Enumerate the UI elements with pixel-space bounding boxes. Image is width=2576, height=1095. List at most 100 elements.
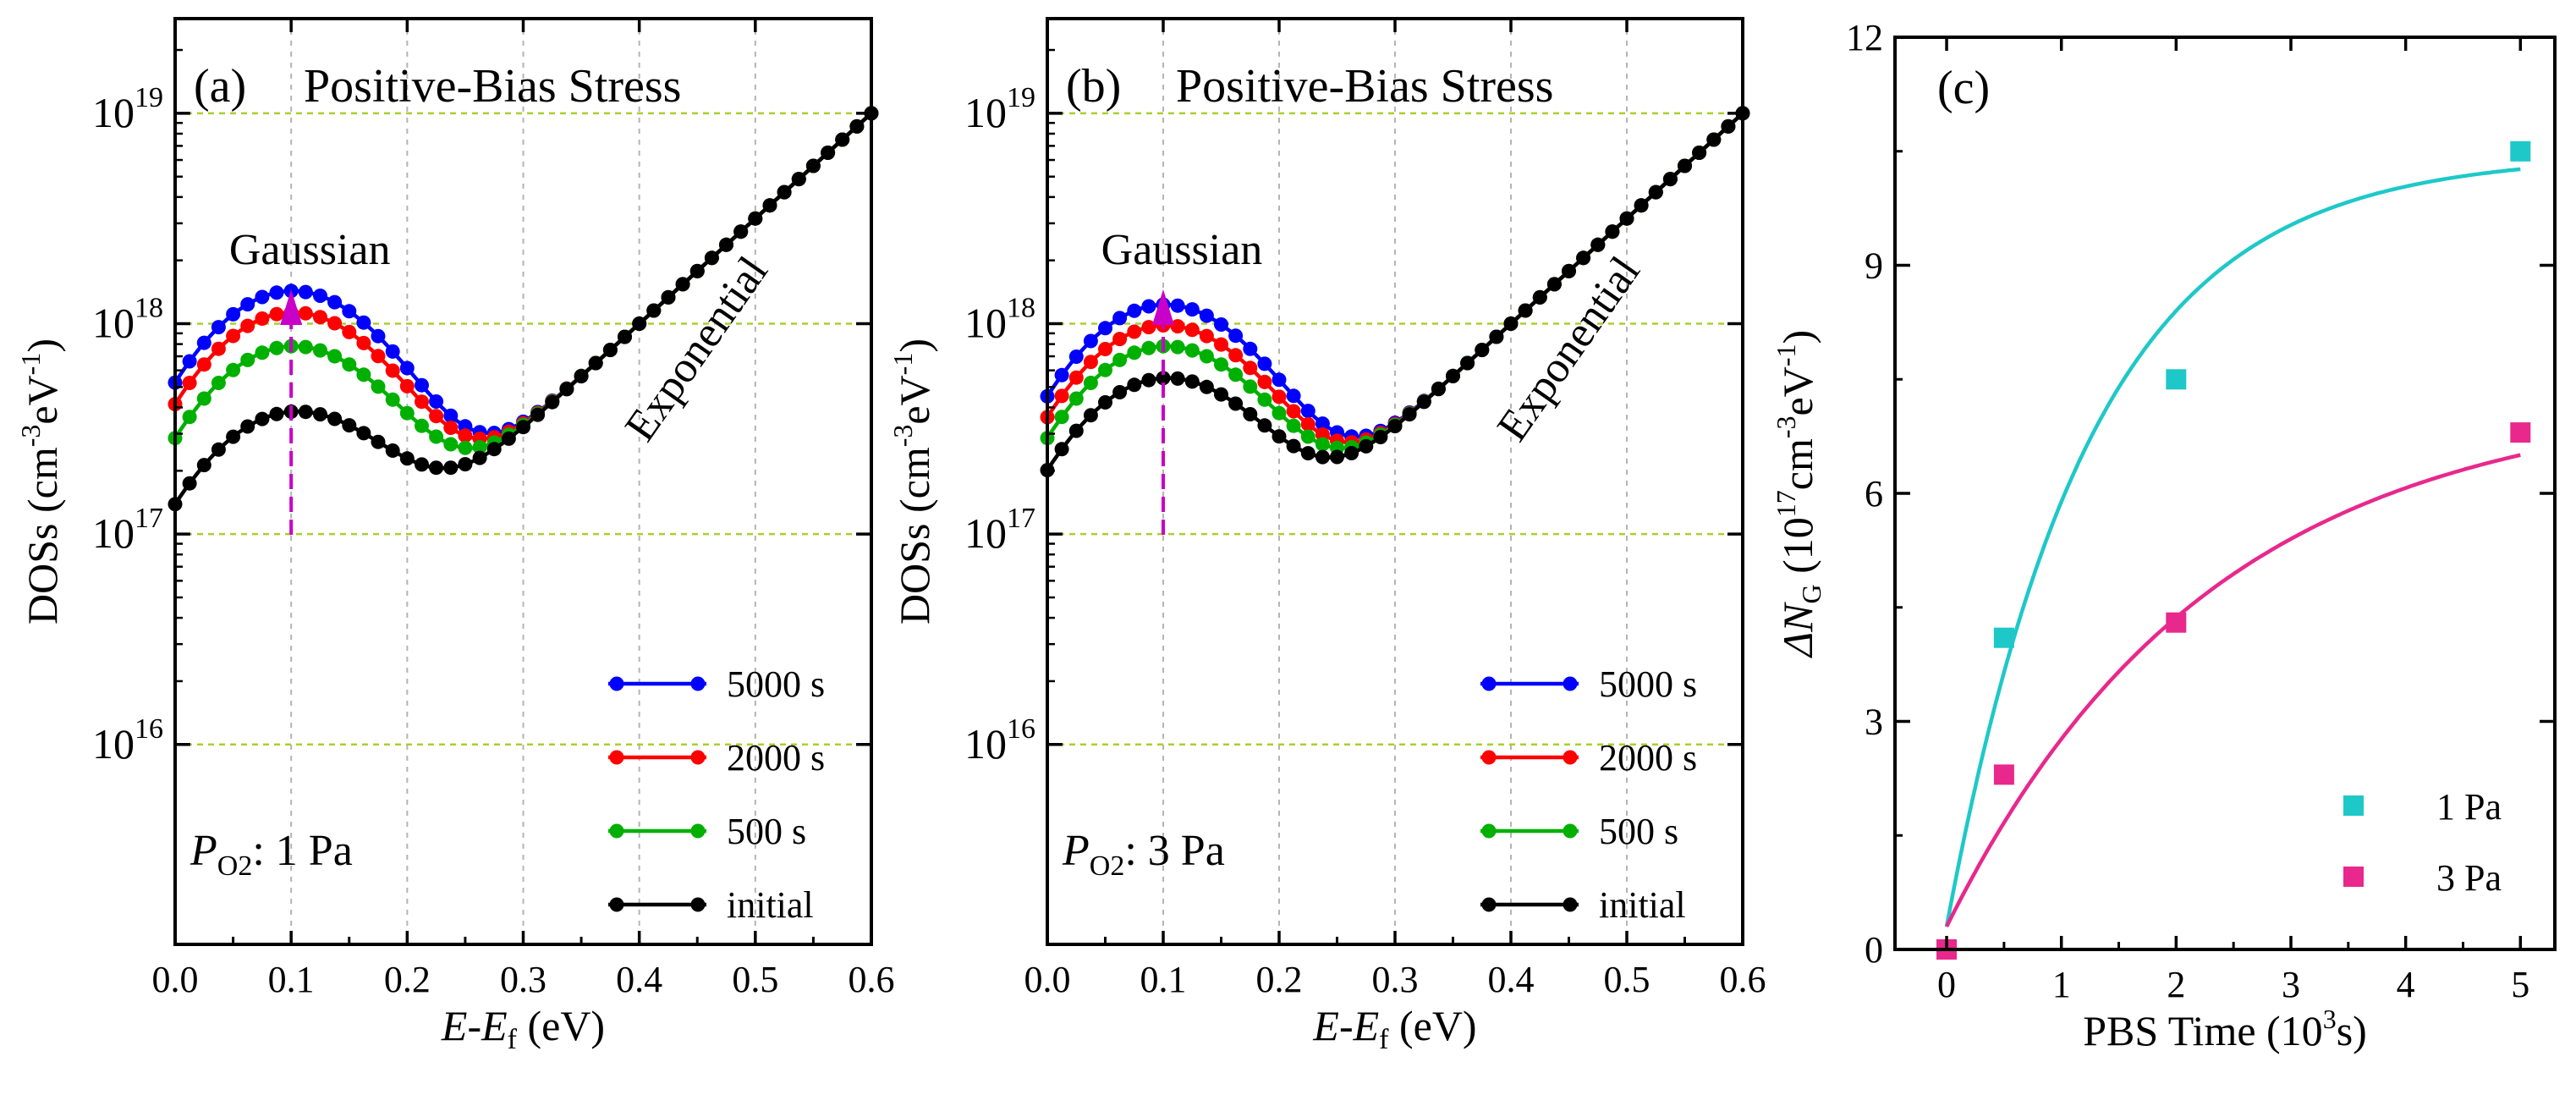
data-point	[226, 328, 241, 344]
data-point	[1272, 372, 1287, 388]
x-tick-label: 5	[2511, 964, 2529, 1005]
panel-label: (c)	[1937, 62, 1990, 114]
data-point	[1446, 369, 1460, 383]
data-point	[255, 345, 270, 360]
panel-title: Positive-Bias Stress	[1176, 60, 1553, 113]
data-point	[211, 320, 226, 335]
data-point	[1590, 237, 1606, 252]
data-point	[1141, 340, 1156, 355]
data-point	[443, 460, 459, 476]
data-point	[1156, 371, 1171, 386]
gaussian-label: Gaussian	[1101, 226, 1263, 274]
data-point	[1546, 277, 1562, 292]
data-point	[1098, 321, 1112, 336]
data-point	[342, 418, 357, 433]
data-point	[1416, 394, 1431, 410]
legend-entry: 5000 s	[1599, 663, 1697, 705]
po2-label: PO2: 1 Pa	[189, 827, 353, 882]
gaussian-arrowhead	[280, 289, 303, 325]
data-point	[327, 316, 343, 331]
data-point	[1170, 319, 1185, 334]
y-tick-label: 12	[1846, 17, 1883, 58]
data-point	[269, 406, 284, 421]
data-point	[1068, 349, 1084, 364]
y-tick-label: 1019	[92, 82, 163, 136]
y-tick-label: 1016	[964, 713, 1035, 768]
data-point	[1489, 329, 1504, 344]
data-point	[255, 289, 270, 305]
legend-marker	[609, 823, 624, 839]
data-point	[226, 429, 241, 444]
data-point	[429, 429, 444, 444]
y-axis-title: DOSs (cm-3eV-1)	[15, 338, 66, 625]
y-tick-label: 1017	[964, 503, 1035, 557]
data-point	[1068, 391, 1084, 406]
x-tick-label: 4	[2397, 964, 2415, 1005]
data-point	[342, 357, 357, 372]
x-tick-label: 0.3	[500, 959, 547, 1000]
data-point	[443, 437, 459, 452]
data-point	[182, 476, 197, 491]
series-initial	[1040, 106, 1750, 478]
x-tick-label: 3	[2282, 964, 2300, 1005]
data-point	[1054, 388, 1069, 404]
data-point	[1431, 382, 1446, 397]
y-tick-label: 9	[1865, 245, 1883, 287]
data-point	[632, 316, 647, 331]
fit-curve	[1944, 453, 2521, 928]
data-point	[298, 339, 313, 355]
gaussian-label: Gaussian	[229, 226, 391, 274]
data-point	[1257, 392, 1272, 407]
data-point	[574, 369, 589, 384]
data-point	[356, 367, 371, 382]
gaussian-arrowhead	[1152, 289, 1174, 325]
data-point	[516, 420, 530, 435]
legend-entry: 5000 s	[727, 663, 825, 705]
legend-entry: initial	[727, 884, 814, 926]
x-tick-label: 0.4	[1488, 959, 1535, 1000]
data-point	[501, 431, 516, 446]
legend-marker	[1563, 676, 1578, 691]
data-point	[1243, 360, 1258, 376]
legend-marker	[2343, 795, 2364, 816]
data-point	[399, 378, 415, 393]
data-point	[1257, 418, 1272, 433]
x-tick-label: 0.0	[152, 959, 199, 1000]
data-point	[1387, 419, 1403, 434]
data-point	[1706, 132, 1722, 147]
data-point	[385, 443, 400, 458]
x-axis-title: E-Ef (eV)	[1312, 1002, 1476, 1055]
exponential-label: Exponential	[1488, 248, 1650, 450]
data-point	[269, 306, 284, 322]
data-point	[429, 460, 444, 476]
data-point	[313, 343, 327, 358]
data-point	[791, 172, 806, 187]
data-point	[443, 421, 459, 435]
po2-label: PO2: 3 Pa	[1062, 827, 1225, 882]
data-point	[182, 410, 197, 425]
data-point	[1068, 370, 1084, 385]
data-point	[1068, 423, 1084, 438]
data-point	[269, 340, 284, 355]
data-point	[733, 224, 749, 239]
data-point	[1127, 345, 1142, 360]
data-point	[226, 306, 241, 322]
data-point	[675, 277, 690, 292]
data-point	[385, 344, 400, 359]
panel-title: Positive-Bias Stress	[304, 60, 681, 113]
data-point	[1083, 376, 1098, 390]
data-point	[530, 407, 546, 422]
data-point	[371, 349, 386, 364]
data-point	[1518, 303, 1533, 318]
data-point	[472, 440, 487, 454]
legend-entry: 2000 s	[1599, 737, 1697, 779]
data-point	[415, 457, 429, 472]
data-point	[399, 451, 415, 466]
legend-marker	[609, 676, 624, 691]
y-tick-label: 3	[1865, 702, 1883, 743]
data-point	[2166, 369, 2187, 390]
data-point	[211, 442, 226, 457]
data-point	[458, 440, 473, 455]
data-point	[1083, 333, 1098, 349]
